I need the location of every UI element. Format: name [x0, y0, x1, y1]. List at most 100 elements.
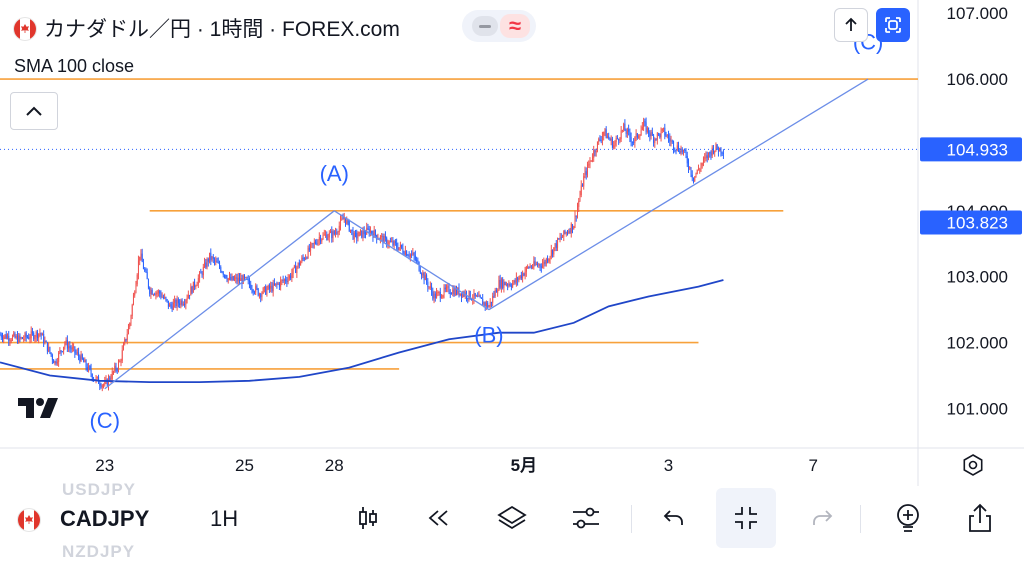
trend-line[interactable]: [333, 210, 490, 311]
candle-body: [379, 236, 381, 240]
candle-body: [664, 127, 666, 136]
candle-body: [447, 286, 449, 288]
candle-body: [280, 280, 282, 287]
chart-type-button[interactable]: [350, 500, 386, 536]
candle-body: [199, 272, 201, 279]
candle-body: [596, 141, 598, 151]
candle-body: [353, 232, 355, 239]
arrow-up-button[interactable]: [834, 8, 868, 42]
candle-body: [605, 129, 607, 139]
candle-body: [397, 247, 399, 250]
indicators-settings-button[interactable]: [568, 500, 604, 536]
candle-body: [137, 260, 139, 275]
candle-body: [424, 275, 426, 281]
candle-body: [567, 232, 569, 234]
undo-icon: [663, 510, 683, 525]
candle-body: [236, 277, 238, 282]
candle-body: [56, 361, 58, 364]
candle-body: [79, 356, 81, 362]
trend-line[interactable]: [104, 210, 335, 390]
x-tick-label: 3: [664, 456, 673, 475]
candle-body: [578, 200, 580, 207]
settings-icon[interactable]: [960, 452, 986, 478]
candle-body: [200, 272, 202, 274]
candle-body: [61, 351, 63, 353]
candle-body: [338, 225, 340, 233]
adjacent-symbol-below: NZDJPY: [62, 542, 136, 561]
candle-body: [654, 138, 656, 143]
x-tick-label: 5月: [511, 456, 537, 475]
timeframe-selector[interactable]: 1H: [210, 506, 239, 531]
candle-body: [210, 252, 212, 260]
sma-indicator-label[interactable]: SMA 100 close: [14, 56, 135, 76]
candle-body: [407, 255, 409, 257]
wave-icon[interactable]: ≈: [500, 14, 530, 38]
candle-body: [296, 267, 298, 273]
candle-body: [433, 293, 435, 299]
candle-body: [498, 279, 500, 291]
candle-body: [555, 243, 557, 248]
candle-body: [446, 287, 448, 290]
candle-body: [689, 167, 691, 169]
candle-body: [441, 297, 443, 299]
candle-body: [237, 277, 239, 282]
symbol-selector[interactable]: CADJPY: [60, 506, 150, 531]
candle-body: [271, 285, 273, 292]
candle-body: [515, 277, 517, 283]
candle-body: [336, 232, 338, 234]
candle-body: [451, 293, 453, 295]
replay-button[interactable]: [420, 500, 456, 536]
sma-value-label: 103.823: [947, 213, 1008, 232]
candle-body: [620, 130, 622, 139]
x-tick-label: 28: [325, 456, 344, 475]
candle-body: [204, 262, 206, 267]
fullscreen-button[interactable]: [876, 8, 910, 42]
candle-body: [180, 300, 182, 306]
candle-body: [253, 292, 255, 294]
add-alert-button[interactable]: [890, 500, 926, 536]
candle-body: [663, 127, 665, 129]
trend-line[interactable]: [488, 78, 869, 311]
candle-body: [230, 276, 232, 280]
layers-button[interactable]: [494, 500, 530, 536]
candle-body: [414, 255, 416, 260]
candle-body: [64, 343, 66, 347]
chart-title: カナダドル／円 · 1時間 · FOREX.com: [44, 18, 400, 41]
redo-button[interactable]: [804, 500, 840, 536]
candle-body: [702, 158, 704, 164]
candle-body: [293, 265, 295, 268]
candle-body: [335, 232, 337, 235]
candle-body: [422, 272, 424, 276]
candle-body: [111, 371, 113, 379]
undo-button[interactable]: [656, 500, 692, 536]
candle-body: [458, 287, 460, 296]
collapse-legend-button[interactable]: [10, 92, 58, 130]
candle-body: [382, 235, 384, 244]
candle-body: [176, 299, 178, 307]
candle-body: [39, 333, 41, 335]
price-chart[interactable]: 101.000102.000103.000104.000105.000106.0…: [0, 0, 1024, 486]
collapse-chart-button[interactable]: [716, 488, 776, 548]
candle-body: [331, 231, 333, 239]
candle-body: [361, 230, 363, 238]
share-button[interactable]: [962, 500, 998, 536]
candle-body: [8, 335, 10, 341]
candle-body: [444, 287, 446, 290]
candle-body: [130, 315, 132, 324]
candle-body: [113, 371, 115, 373]
candle-body: [214, 258, 216, 262]
candle-body: [548, 258, 550, 262]
candle-body: [315, 242, 317, 244]
candle-body: [201, 272, 203, 276]
candle-body: [101, 385, 103, 388]
candle-body: [545, 258, 547, 264]
candle-body: [91, 374, 93, 380]
candle-body: [557, 238, 559, 248]
remove-indicator-icon[interactable]: [472, 16, 498, 36]
candle-body: [645, 122, 647, 132]
candle-body: [648, 127, 650, 134]
last-price-label-box: [920, 137, 1022, 162]
candle-body: [530, 266, 532, 268]
candle-body: [116, 369, 118, 371]
candle-body: [170, 304, 172, 306]
